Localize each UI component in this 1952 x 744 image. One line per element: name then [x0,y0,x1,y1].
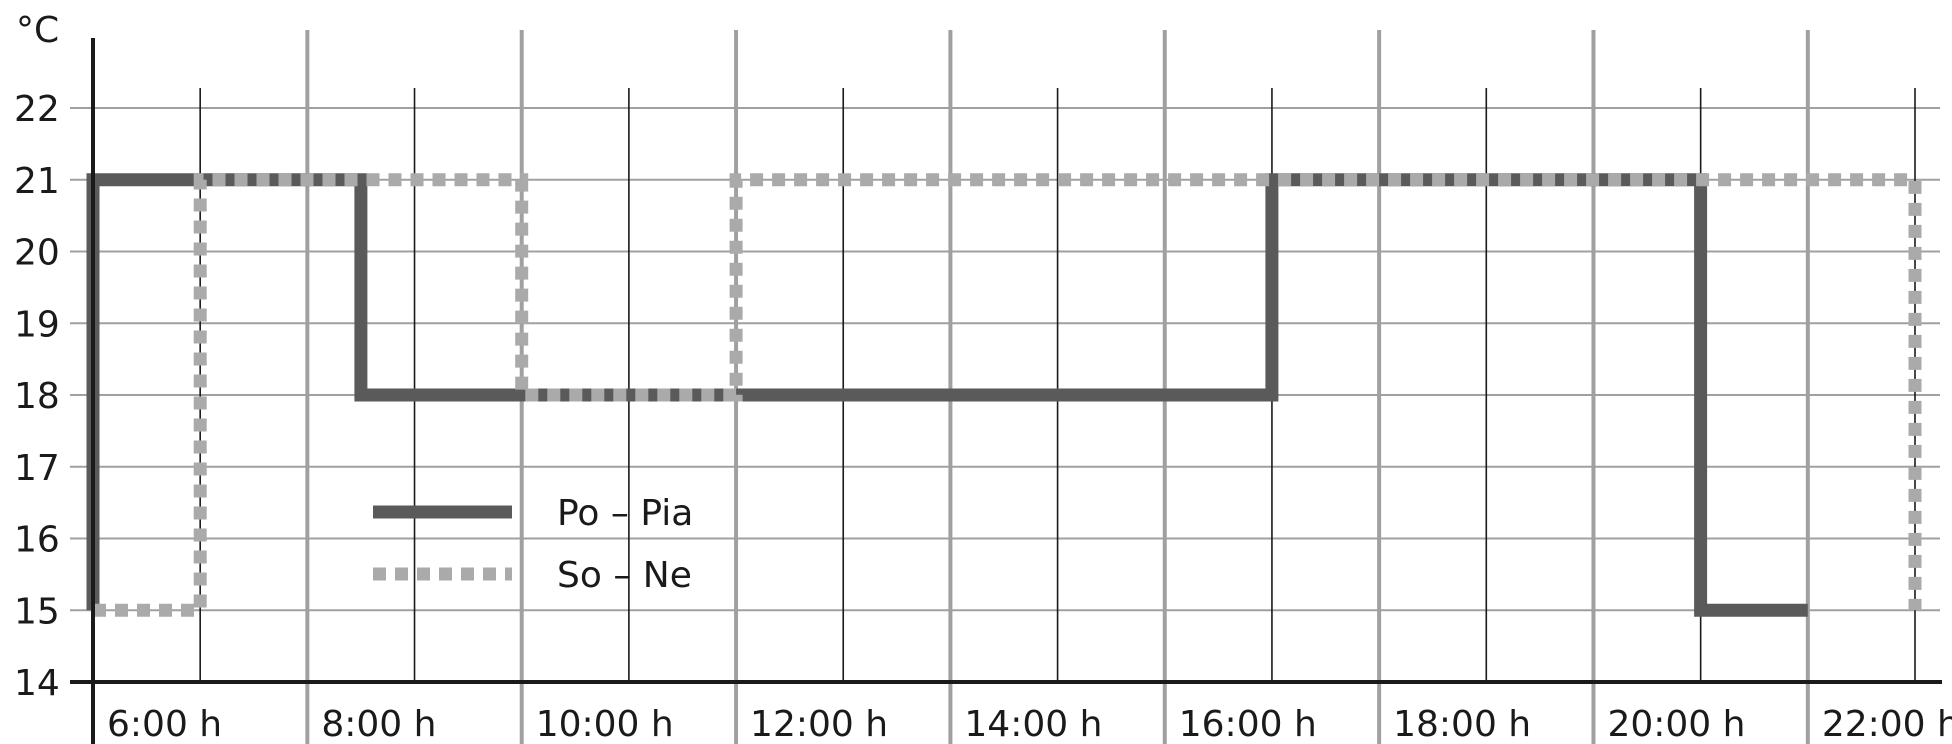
y-tick-label: 17 [14,448,60,489]
axes [70,38,1942,744]
y-tick-label: 22 [14,89,60,130]
legend-label: Po – Pia [557,493,693,534]
x-tick-label: 20:00 h [1607,704,1745,744]
legend: Po – Pia So – Ne [373,493,693,596]
y-tick-label: 20 [14,233,60,274]
series-line-solid [86,173,1808,617]
y-tick-label: 21 [14,161,60,202]
x-tick-label: 8:00 h [321,704,436,744]
x-tick-label: 12:00 h [750,704,888,744]
y-tick-label: 18 [14,376,60,417]
y-tick-labels: 14 15 16 17 18 19 20 21 22 [14,89,60,704]
y-axis-label: °C [16,10,59,51]
series-lines [86,173,1922,617]
x-tick-label: 6:00 h [107,704,222,744]
x-tick-labels: 6:00 h 8:00 h 10:00 h 12:00 h 14:00 h 16:00 h… [107,704,1952,744]
legend-label: So – Ne [557,555,692,596]
x-tick-label: 18:00 h [1393,704,1531,744]
x-tick-label: 14:00 h [964,704,1102,744]
y-tick-label: 19 [14,304,60,345]
grid [70,30,1940,744]
y-tick-label: 14 [14,663,60,704]
y-tick-label: 15 [14,591,60,632]
series-line-dotted [93,173,1922,617]
y-tick-label: 16 [14,520,60,561]
x-tick-label: 16:00 h [1179,704,1317,744]
x-tick-label: 10:00 h [536,704,674,744]
x-tick-label: 22:00 h [1822,704,1952,744]
